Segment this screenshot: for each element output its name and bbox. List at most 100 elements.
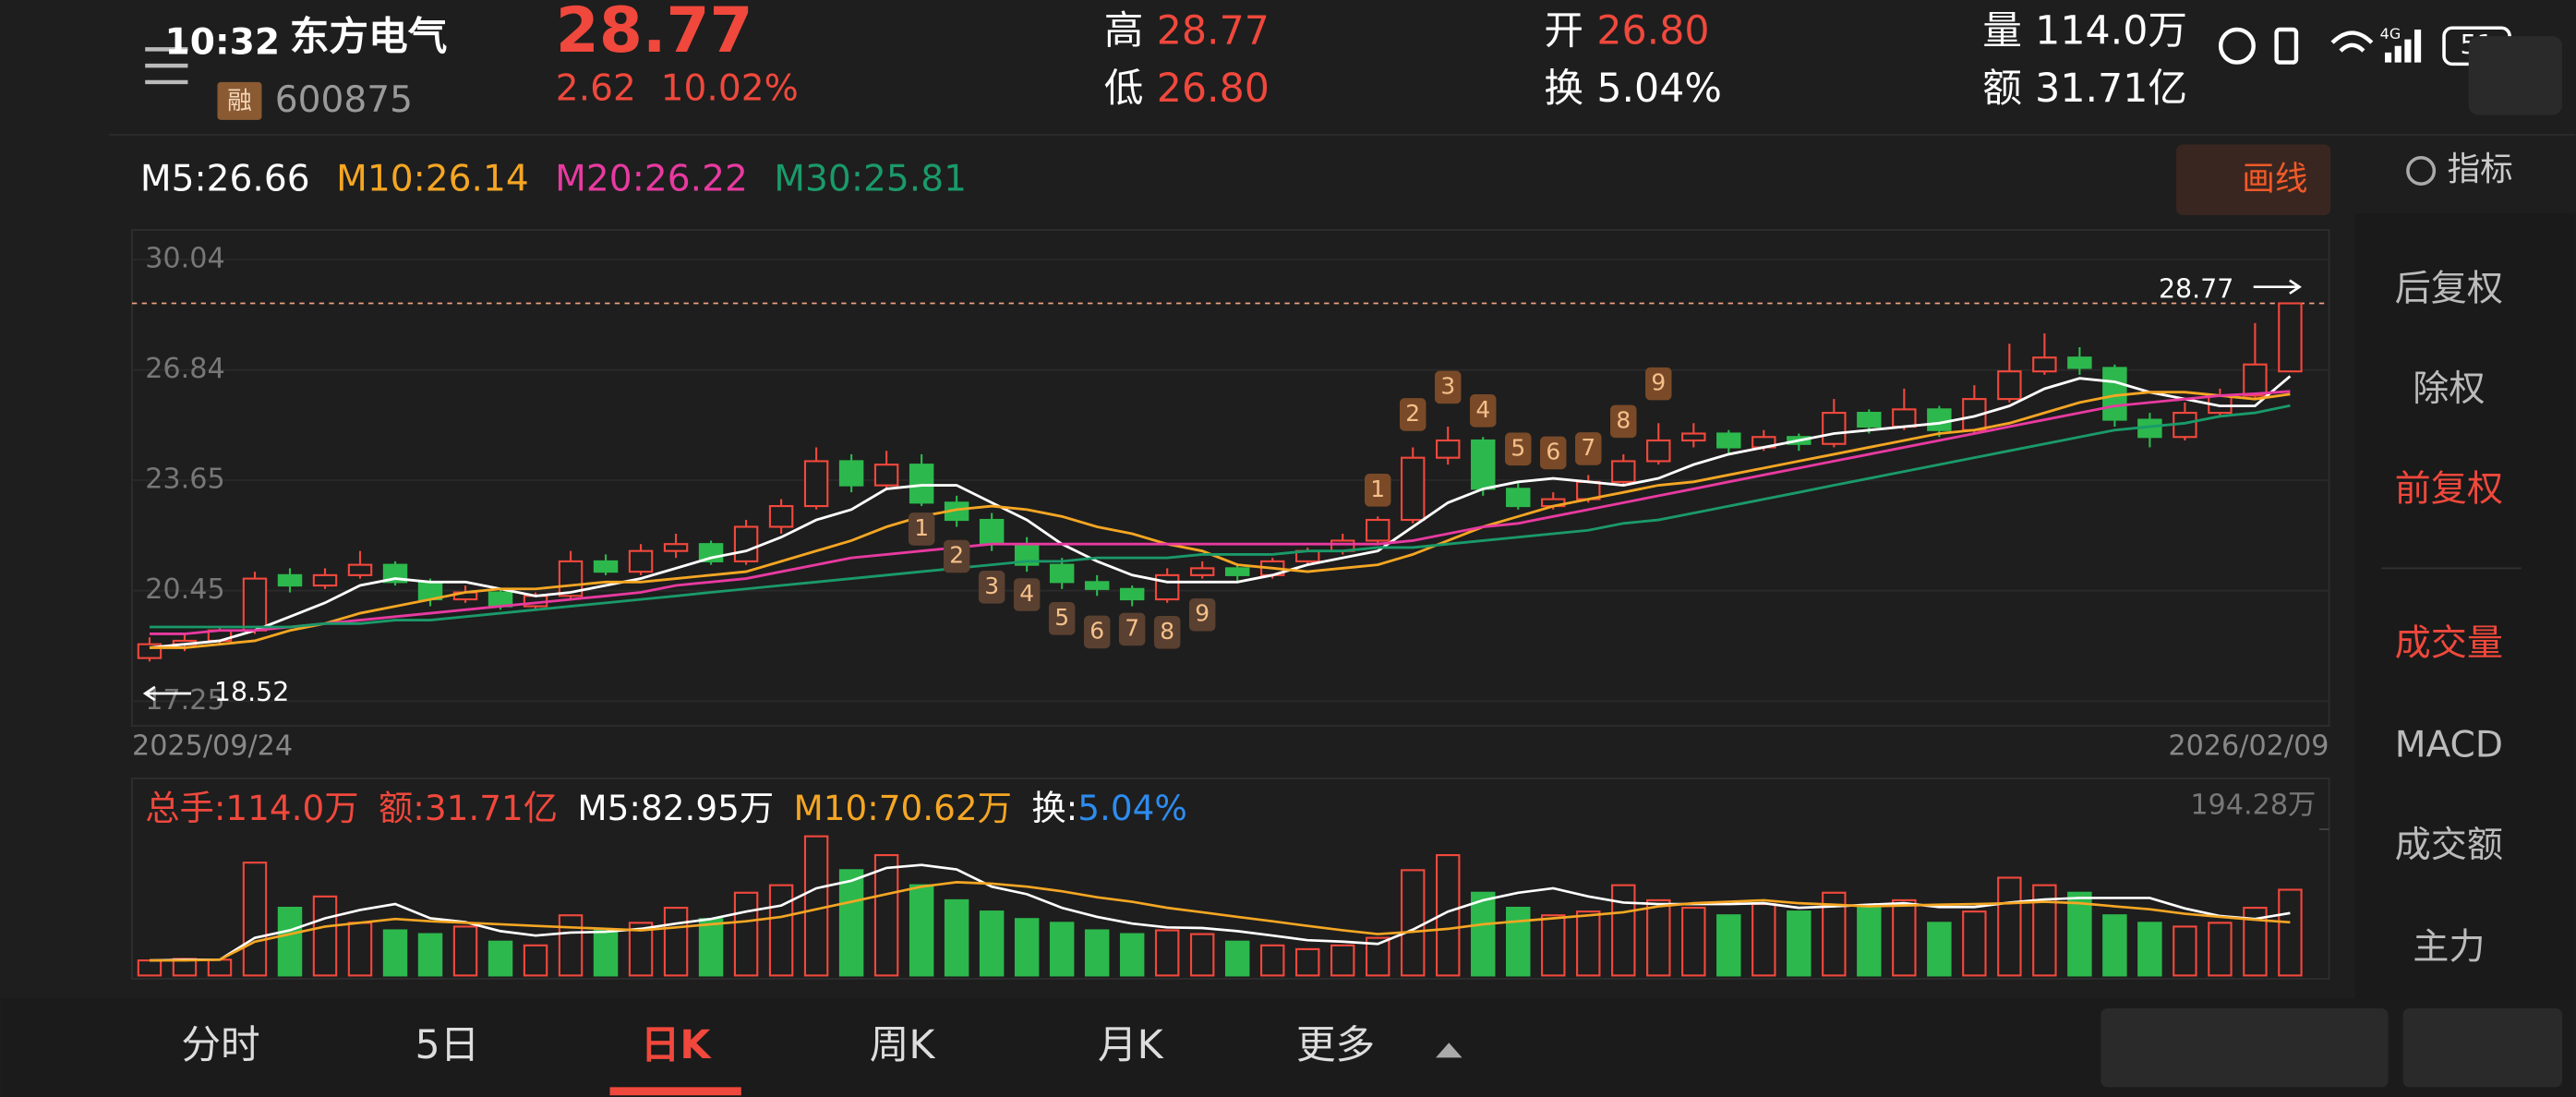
volume-bar — [488, 940, 513, 977]
candle-body — [347, 563, 373, 576]
wifi-icon — [2330, 30, 2374, 53]
stat-value: 31.71亿 — [2035, 65, 2187, 111]
stat: 额 31.71亿 — [1982, 65, 2187, 111]
candle-body — [1716, 432, 1741, 449]
stat-value: 26.80 — [1596, 7, 1709, 54]
volume-bar — [733, 891, 759, 977]
stat-value: 114.0万 — [2035, 7, 2187, 54]
sidebar-item[interactable]: 成交额 — [2395, 825, 2503, 866]
volume-bar — [838, 869, 864, 977]
volume-bar — [242, 862, 268, 977]
td-label: 2 — [1405, 400, 1420, 427]
stat-label: 高 — [1104, 7, 1144, 54]
menu-icon[interactable] — [145, 47, 188, 85]
volume-bar — [312, 895, 338, 977]
tab[interactable]: 分时 — [181, 1022, 259, 1068]
volume-bar — [1857, 907, 1882, 977]
volume-legend-item: M10:70.62万 — [794, 787, 1012, 827]
vibrate-icon — [2274, 27, 2299, 65]
badge: 融 — [227, 87, 252, 115]
draw-button[interactable]: 画线 — [2176, 144, 2331, 215]
stock-code: 600875 — [275, 79, 413, 121]
candle-body — [488, 591, 513, 608]
candle-body — [1189, 567, 1215, 576]
signal-icon — [2385, 30, 2422, 63]
low-arrow — [142, 685, 191, 702]
candle-body — [1119, 587, 1145, 601]
td-badge — [943, 539, 970, 573]
td-badge — [1435, 370, 1462, 404]
volume-bar — [768, 884, 794, 977]
sidebar-item[interactable]: 除权 — [2413, 368, 2485, 410]
volume-bar — [1224, 940, 1250, 977]
stat: 高 28.77 — [1104, 7, 1270, 54]
tab-indicator — [609, 1087, 741, 1096]
candle-body — [1927, 408, 1952, 431]
td-label: 5 — [1054, 604, 1069, 631]
sidebar-bg — [2354, 213, 2576, 999]
sidebar-item[interactable]: 成交量 — [2395, 622, 2503, 664]
td-badge — [1610, 404, 1637, 439]
td-label: 4 — [1475, 396, 1490, 423]
candle-body — [2243, 363, 2268, 397]
stat-label: 低 — [1104, 65, 1144, 111]
volume-bar — [1997, 876, 2022, 977]
volume-bar — [873, 853, 899, 977]
tab[interactable]: 5日 — [415, 1022, 480, 1068]
candle-body — [1857, 412, 1882, 428]
volume-bar — [1084, 929, 1110, 977]
draw-button-label: 画线 — [2242, 161, 2307, 199]
last-price: 28.77 — [556, 0, 753, 66]
volume-bar — [1962, 910, 1987, 977]
tab[interactable]: 周K — [870, 1022, 936, 1068]
candle-body — [1401, 456, 1426, 522]
td-badge — [1083, 615, 1111, 649]
volume-bar — [1576, 910, 1601, 977]
y-tick-label: 26.84 — [145, 353, 225, 385]
tab[interactable]: 日K — [641, 1022, 713, 1068]
volume-bar — [207, 958, 233, 977]
td-label: 3 — [1440, 372, 1455, 399]
window-button[interactable] — [2468, 36, 2563, 115]
volume-bar — [277, 907, 303, 977]
volume-bar — [417, 933, 443, 977]
indicator-icon — [2406, 155, 2437, 186]
turnover-value: 5.04% — [1077, 787, 1187, 827]
sidebar-item[interactable]: 后复权 — [2395, 268, 2503, 309]
tab[interactable]: 月K — [1098, 1022, 1164, 1068]
candle-body — [1154, 573, 1180, 601]
volume-bar — [452, 925, 478, 977]
candle-body — [1436, 439, 1461, 459]
td-label: 4 — [1019, 580, 1034, 607]
volume-legend-item: 总手:114.0万 — [145, 787, 358, 827]
candle-body — [803, 460, 829, 508]
td-label: 8 — [1160, 618, 1174, 645]
td-badge — [1118, 612, 1146, 646]
sidebar-item[interactable]: MACD — [2395, 725, 2503, 766]
volume-bar — [137, 959, 163, 977]
sidebar-item[interactable]: 前复权 — [2395, 468, 2503, 510]
stat: 低 26.80 — [1104, 65, 1270, 111]
volume-bar — [1014, 918, 1040, 977]
td-label: 9 — [1651, 369, 1666, 396]
volume-ma-line — [149, 863, 2291, 962]
x-tick-label: 2025/09/24 — [132, 730, 293, 763]
actions-bg — [2402, 1007, 2563, 1088]
tab[interactable]: 更多 — [1296, 1022, 1375, 1068]
volume-bar — [1787, 910, 1812, 977]
sidebar-item[interactable]: 主力 — [2413, 926, 2485, 968]
candle-body — [1049, 563, 1075, 584]
ma-legend-item: M30:25.81 — [774, 158, 967, 199]
x-tick-label: 2026/02/09 — [2168, 730, 2329, 763]
td-badge — [1188, 597, 1216, 632]
td-badge — [1645, 367, 1672, 401]
indicator-button[interactable]: 指标 — [2406, 151, 2513, 188]
candle-body — [1997, 370, 2022, 401]
volume-bar — [558, 914, 584, 977]
volume-bar — [523, 944, 548, 977]
ma-legend-item: M10:26.14 — [336, 158, 529, 199]
candle-body — [838, 460, 864, 487]
price-change: 2.62 — [556, 67, 636, 109]
